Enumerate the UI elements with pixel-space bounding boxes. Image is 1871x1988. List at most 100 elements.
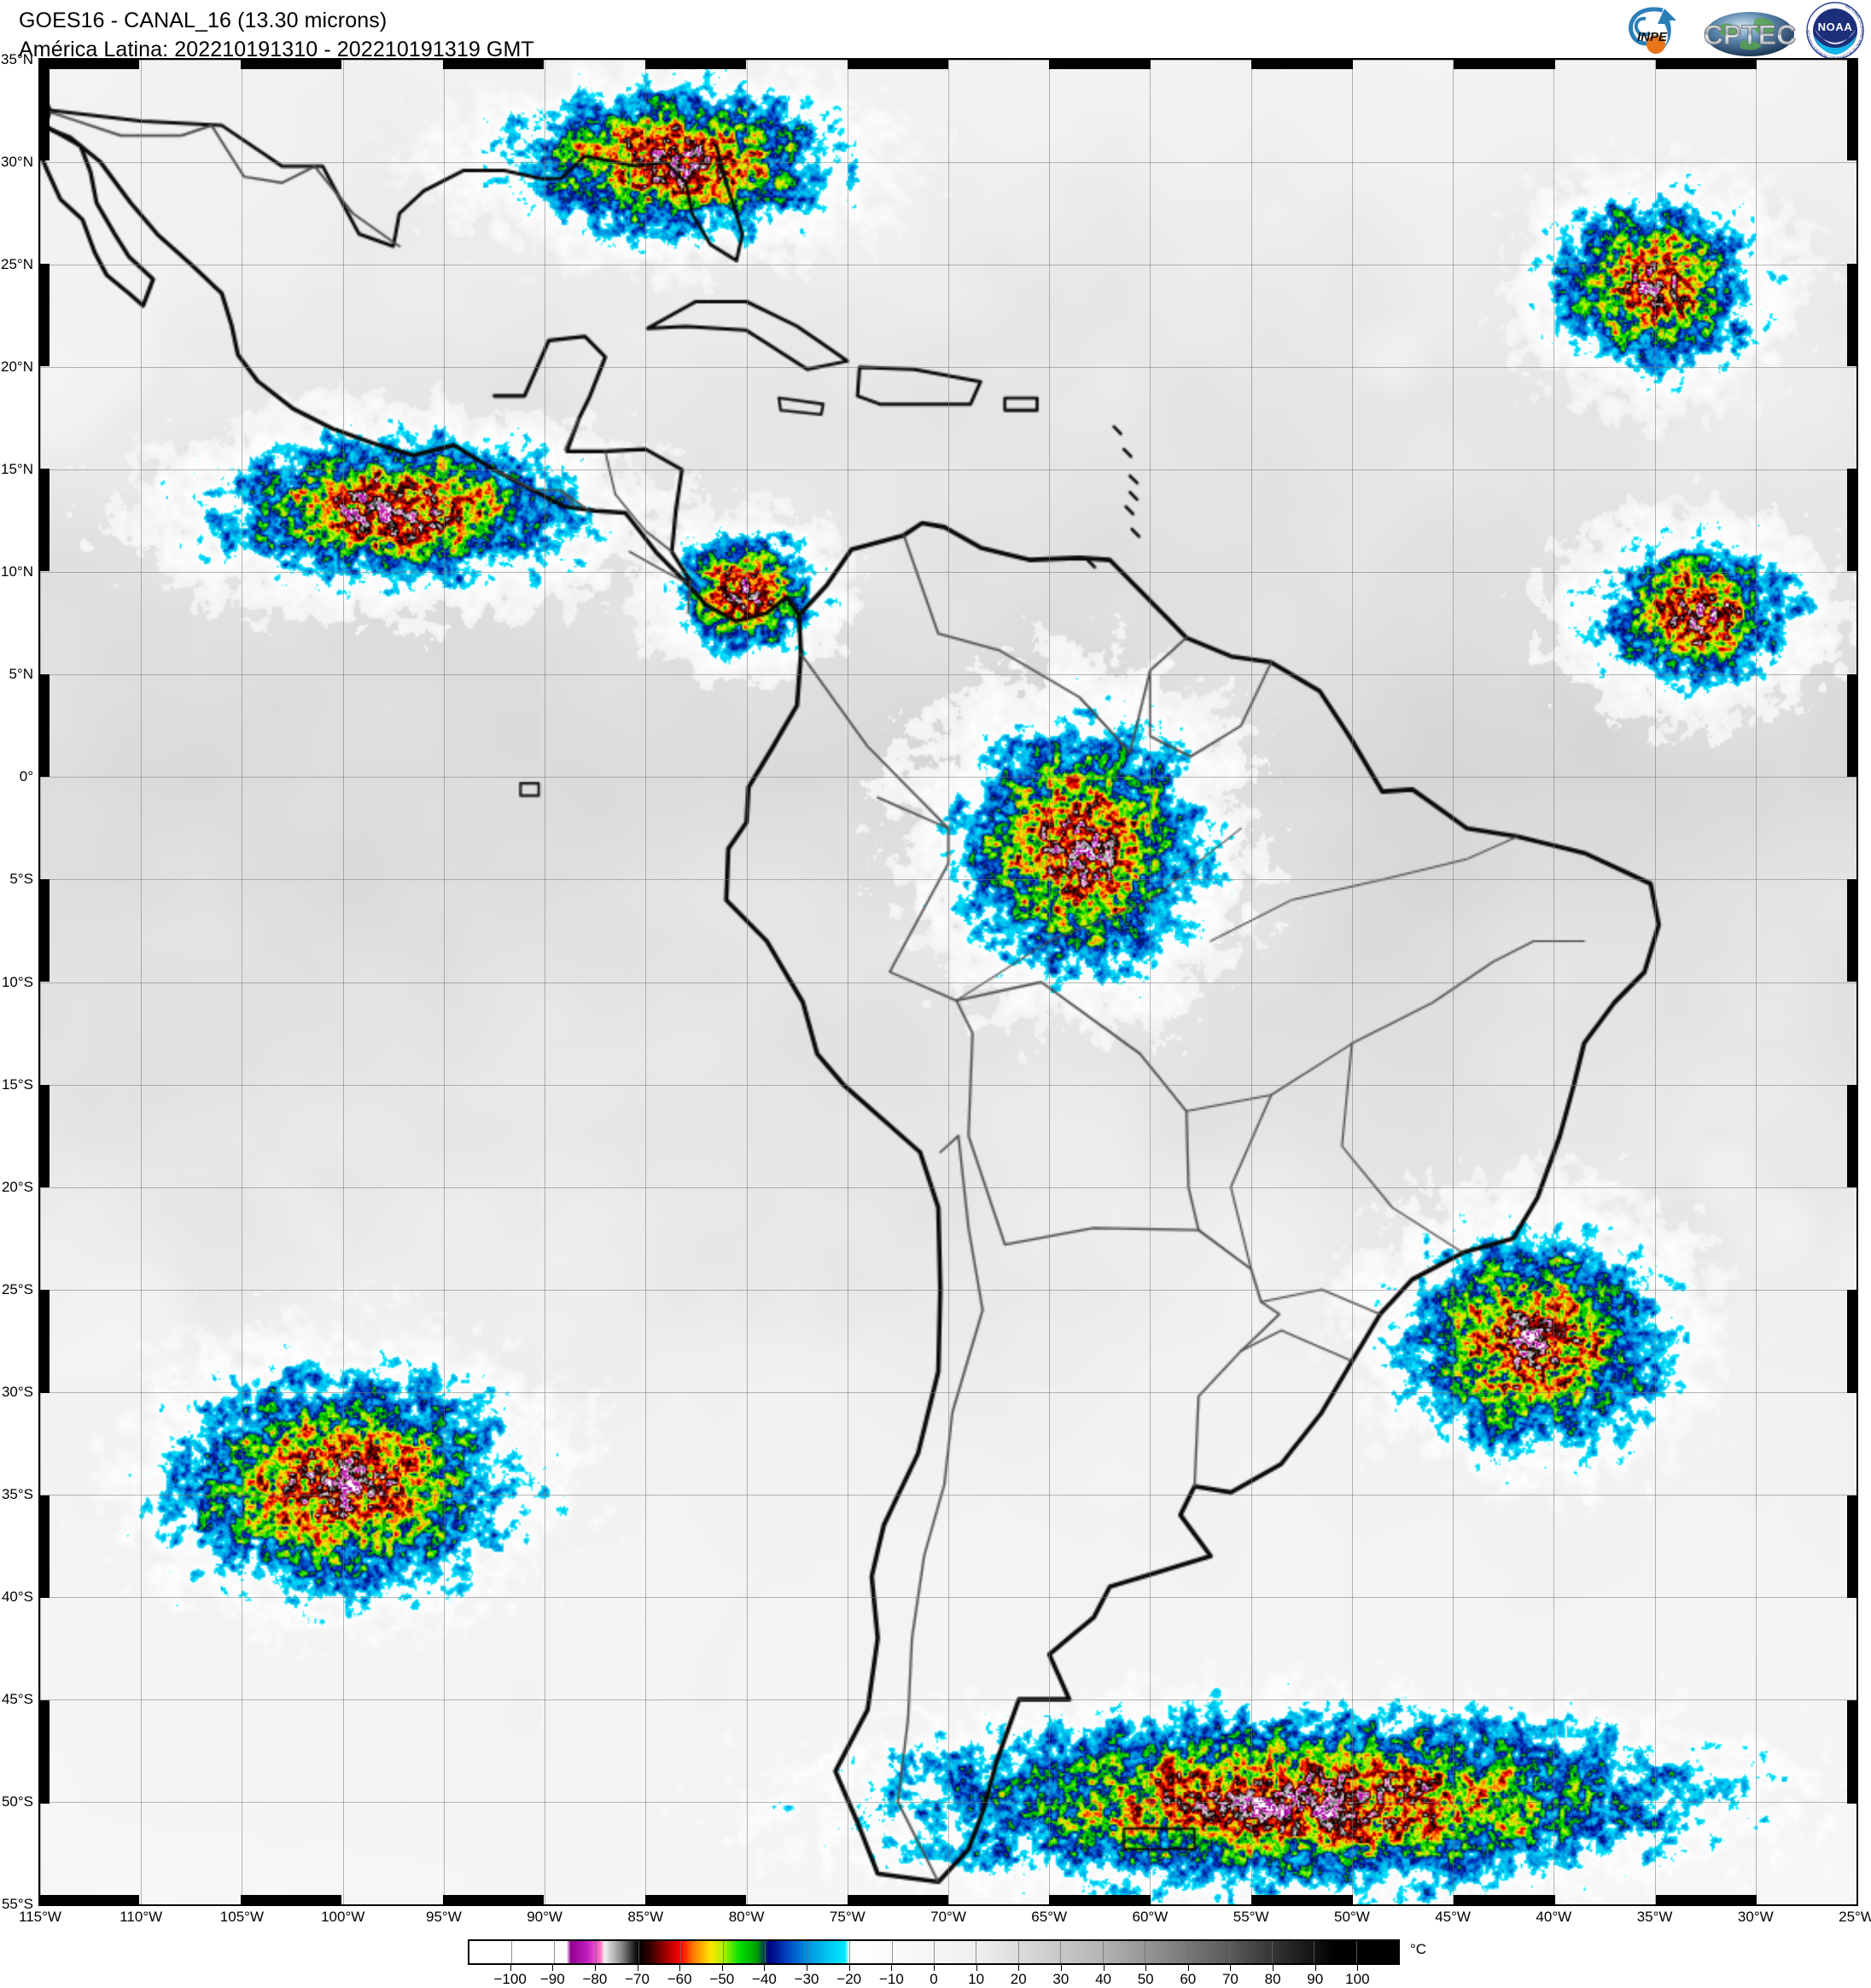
colorbar-unit-label: °C	[1410, 1941, 1427, 1957]
colorbar-separator	[638, 1941, 639, 1963]
satellite-imagery-canvas	[40, 60, 1856, 1904]
longitude-tick-label: 80°W	[728, 1909, 765, 1925]
latitude-tick-label: 35°N	[1, 51, 33, 67]
colorbar-tick-label: 70	[1221, 1971, 1239, 1987]
colorbar-tick-label: −40	[752, 1971, 777, 1987]
colorbar-tick-label: 40	[1095, 1971, 1112, 1987]
colorbar-tick-label: 20	[1010, 1971, 1027, 1987]
colorbar-tick	[679, 1965, 681, 1971]
svg-text:NOAA: NOAA	[1818, 20, 1853, 33]
colorbar-tick-label: 80	[1264, 1971, 1281, 1987]
colorbar-separator	[511, 1941, 513, 1963]
noaa-logo: NOAA NATIONAL OCEANIC AND ATMOSPHERIC AD…	[1803, 0, 1868, 60]
colorbar-tick-label: 10	[968, 1971, 985, 1987]
colorbar-tick-label: 50	[1137, 1971, 1154, 1987]
colorbar-separator	[1060, 1941, 1062, 1963]
colorbar-tick	[1314, 1965, 1316, 1971]
colorbar-separator	[722, 1941, 724, 1963]
logo-strip: INPE	[1612, 0, 1868, 60]
svg-text:CPTEC: CPTEC	[1704, 20, 1796, 50]
latitude-tick-label: 25°S	[1, 1280, 33, 1297]
colorbar-tick	[1187, 1965, 1189, 1971]
colorbar-tick-label: −100	[493, 1971, 527, 1987]
colorbar-separator	[553, 1941, 555, 1963]
longitude-tick-label: 30°W	[1737, 1909, 1774, 1925]
longitude-tick-label: 115°W	[19, 1909, 61, 1925]
colorbar-separator	[596, 1941, 597, 1963]
colorbar-tick	[1103, 1965, 1105, 1971]
colorbar-tick	[764, 1965, 766, 1971]
page-title: GOES16 - CANAL_16 (13.30 microns)	[19, 9, 388, 32]
colorbar-tick-label: −80	[582, 1971, 608, 1987]
colorbar-separator	[934, 1941, 935, 1963]
svg-text:INPE: INPE	[1637, 30, 1668, 44]
colorbar-separator	[1017, 1941, 1019, 1963]
colorbar-tick-label: 90	[1307, 1971, 1324, 1987]
colorbar-ticks: −100 −90 −80 −70 −60 −50 −40 −30 −20 −10 0 10 20 30 40…	[468, 1965, 1400, 1987]
latitude-tick-label: 45°S	[1, 1690, 33, 1707]
latitude-tick-label: 30°S	[1, 1383, 33, 1400]
longitude-tick-label: 50°W	[1334, 1909, 1370, 1925]
longitude-tick-label: 25°W	[1839, 1909, 1871, 1925]
colorbar-tick	[976, 1965, 977, 1971]
colorbar-separator	[680, 1941, 682, 1963]
colorbar-separator	[891, 1941, 893, 1963]
satellite-map[interactable]	[38, 58, 1858, 1906]
colorbar-tick-label: −50	[709, 1971, 735, 1987]
colorbar-gradient-frame	[468, 1939, 1400, 1965]
page-subtitle: América Latina: 202210191310 - 202210191…	[19, 37, 534, 61]
longitude-tick-label: 70°W	[930, 1909, 966, 1925]
longitude-tick-label: 60°W	[1132, 1909, 1169, 1925]
header: GOES16 - CANAL_16 (13.30 microns) Améric…	[0, 0, 1871, 61]
gridline-meridian	[1856, 60, 1857, 1904]
colorbar-separator	[1229, 1941, 1231, 1963]
longitude-tick-label: 110°W	[119, 1909, 163, 1925]
colorbar-tick	[721, 1965, 723, 1971]
colorbar-tick	[1060, 1965, 1062, 1971]
longitude-tick-label: 40°W	[1536, 1909, 1572, 1925]
colorbar-tick-label: 0	[930, 1971, 938, 1987]
longitude-tick-label: 85°W	[627, 1909, 664, 1925]
colorbar-separator	[807, 1941, 808, 1963]
colorbar-tick-label: 60	[1180, 1971, 1197, 1987]
inpe-logo: INPE	[1612, 0, 1697, 58]
longitude-tick-label: 35°W	[1636, 1909, 1673, 1925]
colorbar-tick-label: 30	[1052, 1971, 1070, 1987]
colorbar-tick	[1230, 1965, 1232, 1971]
longitude-tick-label: 55°W	[1233, 1909, 1269, 1925]
latitude-tick-label: 10°N	[1, 563, 33, 580]
colorbar-tick	[552, 1965, 554, 1971]
colorbar-separator	[1271, 1941, 1273, 1963]
latitude-tick-label: 10°S	[1, 973, 33, 990]
colorbar-tick	[1273, 1965, 1274, 1971]
colorbar-separator	[849, 1941, 851, 1963]
colorbar-tick	[594, 1965, 596, 1971]
colorbar-separator	[1102, 1941, 1104, 1963]
title-block: GOES16 - CANAL_16 (13.30 microns) Améric…	[19, 7, 534, 65]
colorbar-tick	[891, 1965, 893, 1971]
longitude-tick-label: 45°W	[1435, 1909, 1471, 1925]
colorbar-tick-label: −10	[878, 1971, 904, 1987]
latitude-tick-label: 5°S	[9, 871, 33, 888]
colorbar-tick	[1018, 1965, 1020, 1971]
latitude-tick-label: 40°S	[1, 1588, 33, 1605]
latitude-tick-label: 50°S	[1, 1793, 33, 1810]
longitude-tick-label: 65°W	[1031, 1909, 1068, 1925]
latitude-tick-label: 25°N	[1, 256, 33, 273]
colorbar-tick-label: −30	[794, 1971, 819, 1987]
latitude-tick-label: 0°	[19, 768, 33, 785]
longitude-tick-label: 100°W	[321, 1909, 365, 1925]
cptec-logo: CPTEC	[1702, 0, 1798, 58]
latitude-tick-label: 15°N	[1, 461, 33, 478]
colorbar-separator	[765, 1941, 766, 1963]
colorbar-tick	[1145, 1965, 1147, 1971]
latitude-tick-label: 35°S	[1, 1485, 33, 1502]
colorbar-tick	[1357, 1965, 1359, 1971]
colorbar-tick-label: −90	[539, 1971, 565, 1987]
longitude-tick-label: 90°W	[527, 1909, 562, 1925]
longitude-axis: 115°W 110°W 105°W 100°W 95°W 90°W 85°W 80°W 75°W…	[19, 1909, 1871, 1931]
colorbar-tick-label: −70	[625, 1971, 650, 1987]
colorbar-tick-label: 100	[1345, 1971, 1370, 1987]
longitude-tick-label: 105°W	[219, 1909, 264, 1925]
gridline-parallel	[40, 1904, 1856, 1905]
